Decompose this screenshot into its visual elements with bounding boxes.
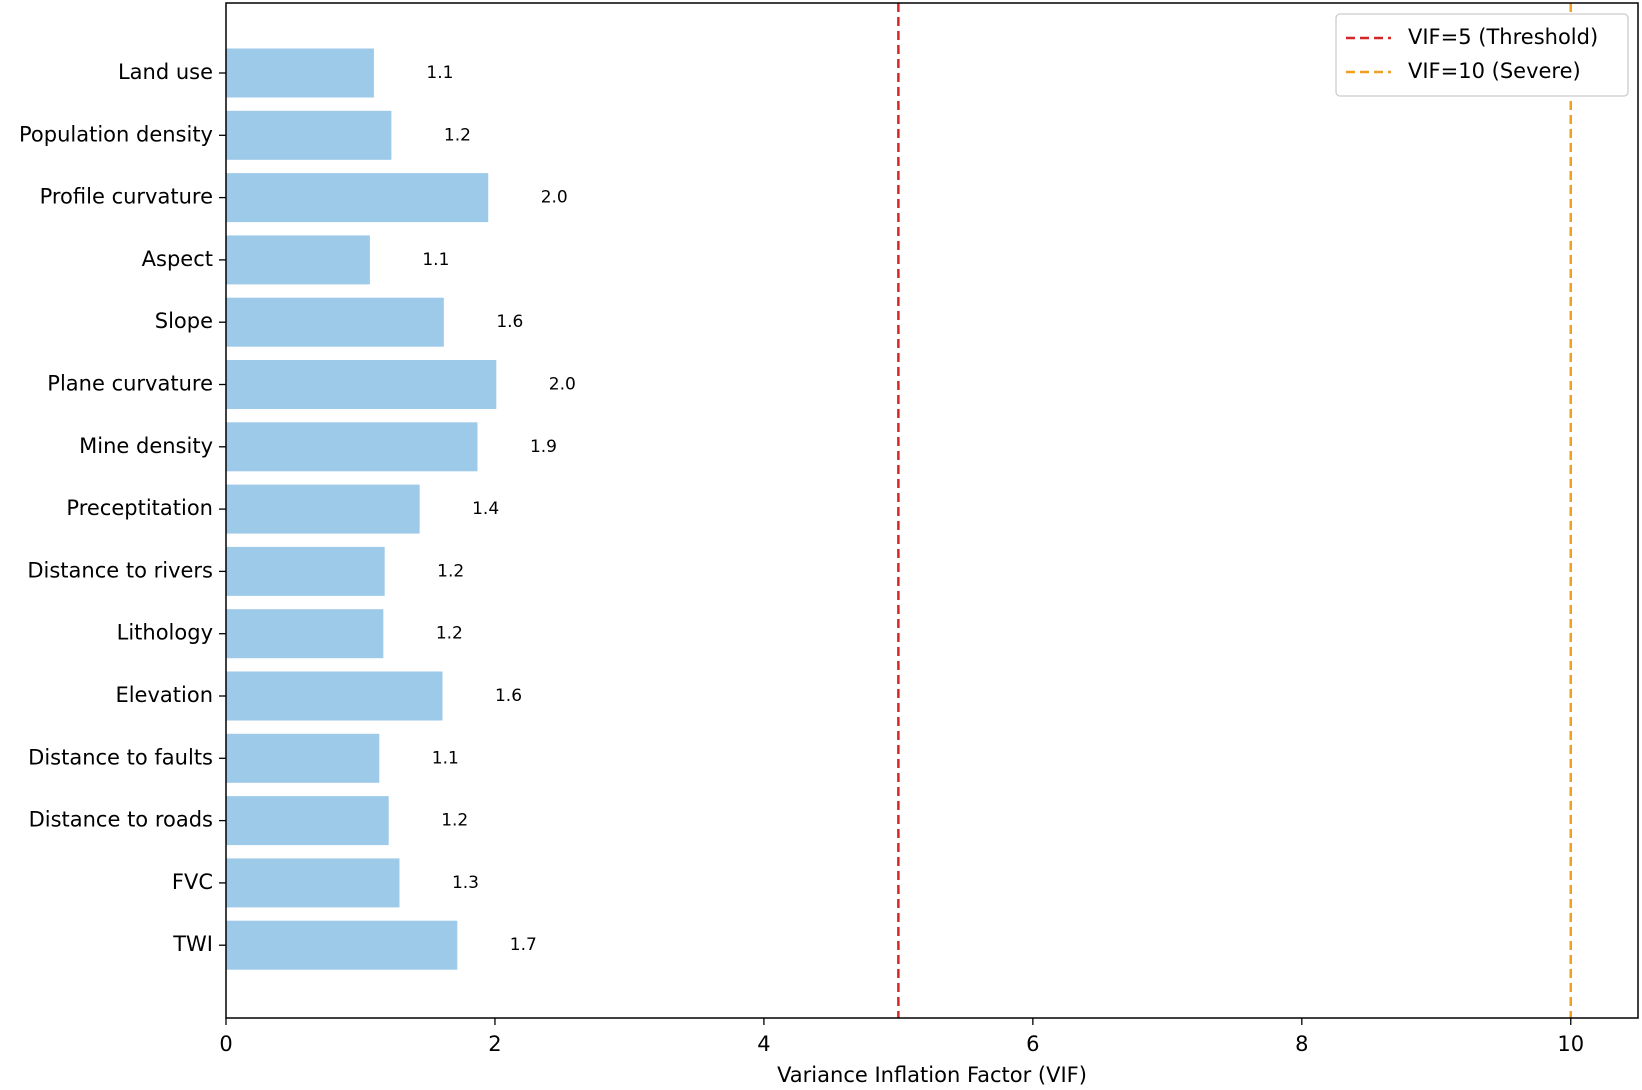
- value-label: 1.2: [436, 624, 463, 644]
- y-tick-label: Distance to faults: [28, 745, 213, 769]
- x-tick-label: 6: [1026, 1032, 1039, 1056]
- bar: [226, 733, 380, 783]
- bar: [226, 297, 444, 347]
- y-tick-label: Mine density: [79, 434, 213, 458]
- x-tick-label: 4: [757, 1032, 770, 1056]
- y-tick-label: Slope: [155, 309, 213, 333]
- value-label: 1.6: [496, 312, 523, 332]
- x-tick-label: 10: [1557, 1032, 1584, 1056]
- y-tick-label: FVC: [172, 870, 213, 894]
- value-label: 1.1: [422, 250, 449, 270]
- value-label: 1.3: [452, 873, 479, 893]
- value-label: 1.9: [530, 437, 557, 457]
- bar: [226, 484, 420, 534]
- bar: [226, 920, 458, 970]
- value-label: 2.0: [541, 188, 568, 208]
- y-tick-label: Lithology: [117, 621, 213, 645]
- bar: [226, 796, 389, 846]
- value-label: 1.7: [510, 935, 537, 955]
- bar: [226, 48, 374, 98]
- value-label: 1.2: [437, 561, 464, 581]
- value-label: 2.0: [549, 375, 576, 395]
- value-label: 1.1: [432, 748, 459, 768]
- bar: [226, 671, 443, 721]
- legend-label: VIF=10 (Severe): [1408, 59, 1581, 83]
- legend-label: VIF=5 (Threshold): [1408, 25, 1598, 49]
- x-axis-label: Variance Inflation Factor (VIF): [777, 1063, 1087, 1087]
- value-label: 1.2: [444, 125, 471, 145]
- x-tick-label: 0: [219, 1032, 232, 1056]
- legend-box: [1335, 13, 1629, 97]
- bar: [226, 422, 478, 472]
- y-tick-label: Elevation: [115, 683, 213, 707]
- y-tick-label: Land use: [118, 60, 213, 84]
- y-tick-label: Distance to roads: [29, 808, 213, 832]
- y-tick-label: Aspect: [142, 247, 213, 271]
- y-tick-label: Profile curvature: [40, 185, 213, 209]
- value-label: 1.2: [441, 811, 468, 831]
- bar: [226, 235, 370, 285]
- y-tick-label: Plane curvature: [47, 372, 213, 396]
- plot-frame: [225, 2, 1639, 1019]
- bar: [226, 110, 392, 160]
- y-tick-label: TWI: [172, 932, 213, 956]
- bar: [226, 360, 497, 409]
- bar: [226, 858, 400, 908]
- value-label: 1.4: [472, 499, 499, 519]
- y-tick-label: Preceptitation: [66, 496, 213, 520]
- y-tick-label: Distance to rivers: [27, 558, 213, 582]
- y-tick-label: Population density: [19, 122, 213, 146]
- bar: [226, 546, 385, 596]
- value-label: 1.6: [495, 686, 522, 706]
- value-label: 1.1: [426, 63, 453, 83]
- x-tick-label: 8: [1295, 1032, 1308, 1056]
- bar: [226, 609, 384, 659]
- bar: [226, 173, 489, 223]
- x-tick-label: 2: [488, 1032, 501, 1056]
